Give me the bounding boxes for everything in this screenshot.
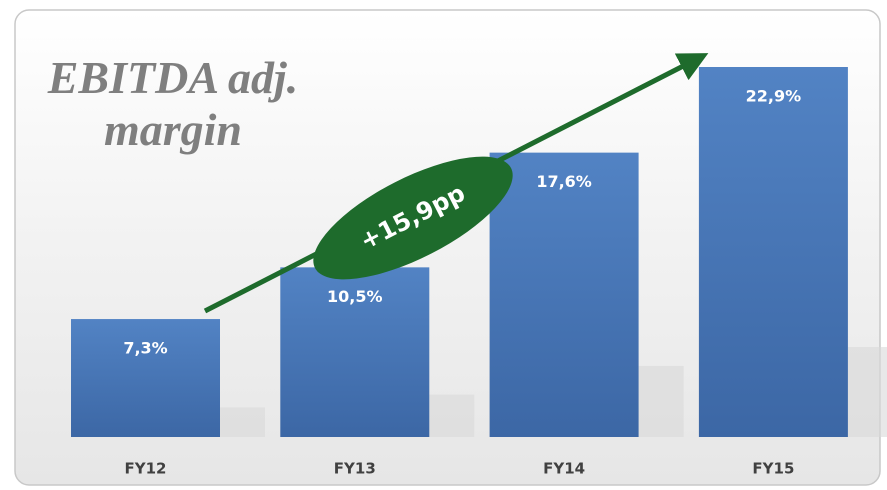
bar bbox=[71, 319, 220, 437]
value-label: 17,6% bbox=[536, 172, 592, 191]
bar bbox=[698, 67, 848, 437]
bar bbox=[489, 152, 639, 438]
annotation: +15,9pp bbox=[313, 156, 513, 280]
bar-shadow bbox=[847, 347, 887, 437]
bar-shadow bbox=[429, 394, 475, 437]
value-label: 7,3% bbox=[123, 339, 167, 358]
bar-shadow bbox=[220, 407, 265, 437]
x-tick-label: FY12 bbox=[125, 460, 167, 478]
x-tick-label: FY14 bbox=[543, 460, 585, 478]
bar bbox=[280, 267, 430, 437]
value-label: 10,5% bbox=[327, 287, 383, 306]
chart-title: EBITDA adj. margin bbox=[47, 52, 299, 155]
value-label: 22,9% bbox=[746, 87, 802, 106]
x-tick-label: FY13 bbox=[334, 460, 376, 478]
x-tick-label: FY15 bbox=[752, 460, 794, 478]
annotation-ellipse bbox=[313, 156, 513, 280]
bar-shadow bbox=[638, 365, 684, 437]
